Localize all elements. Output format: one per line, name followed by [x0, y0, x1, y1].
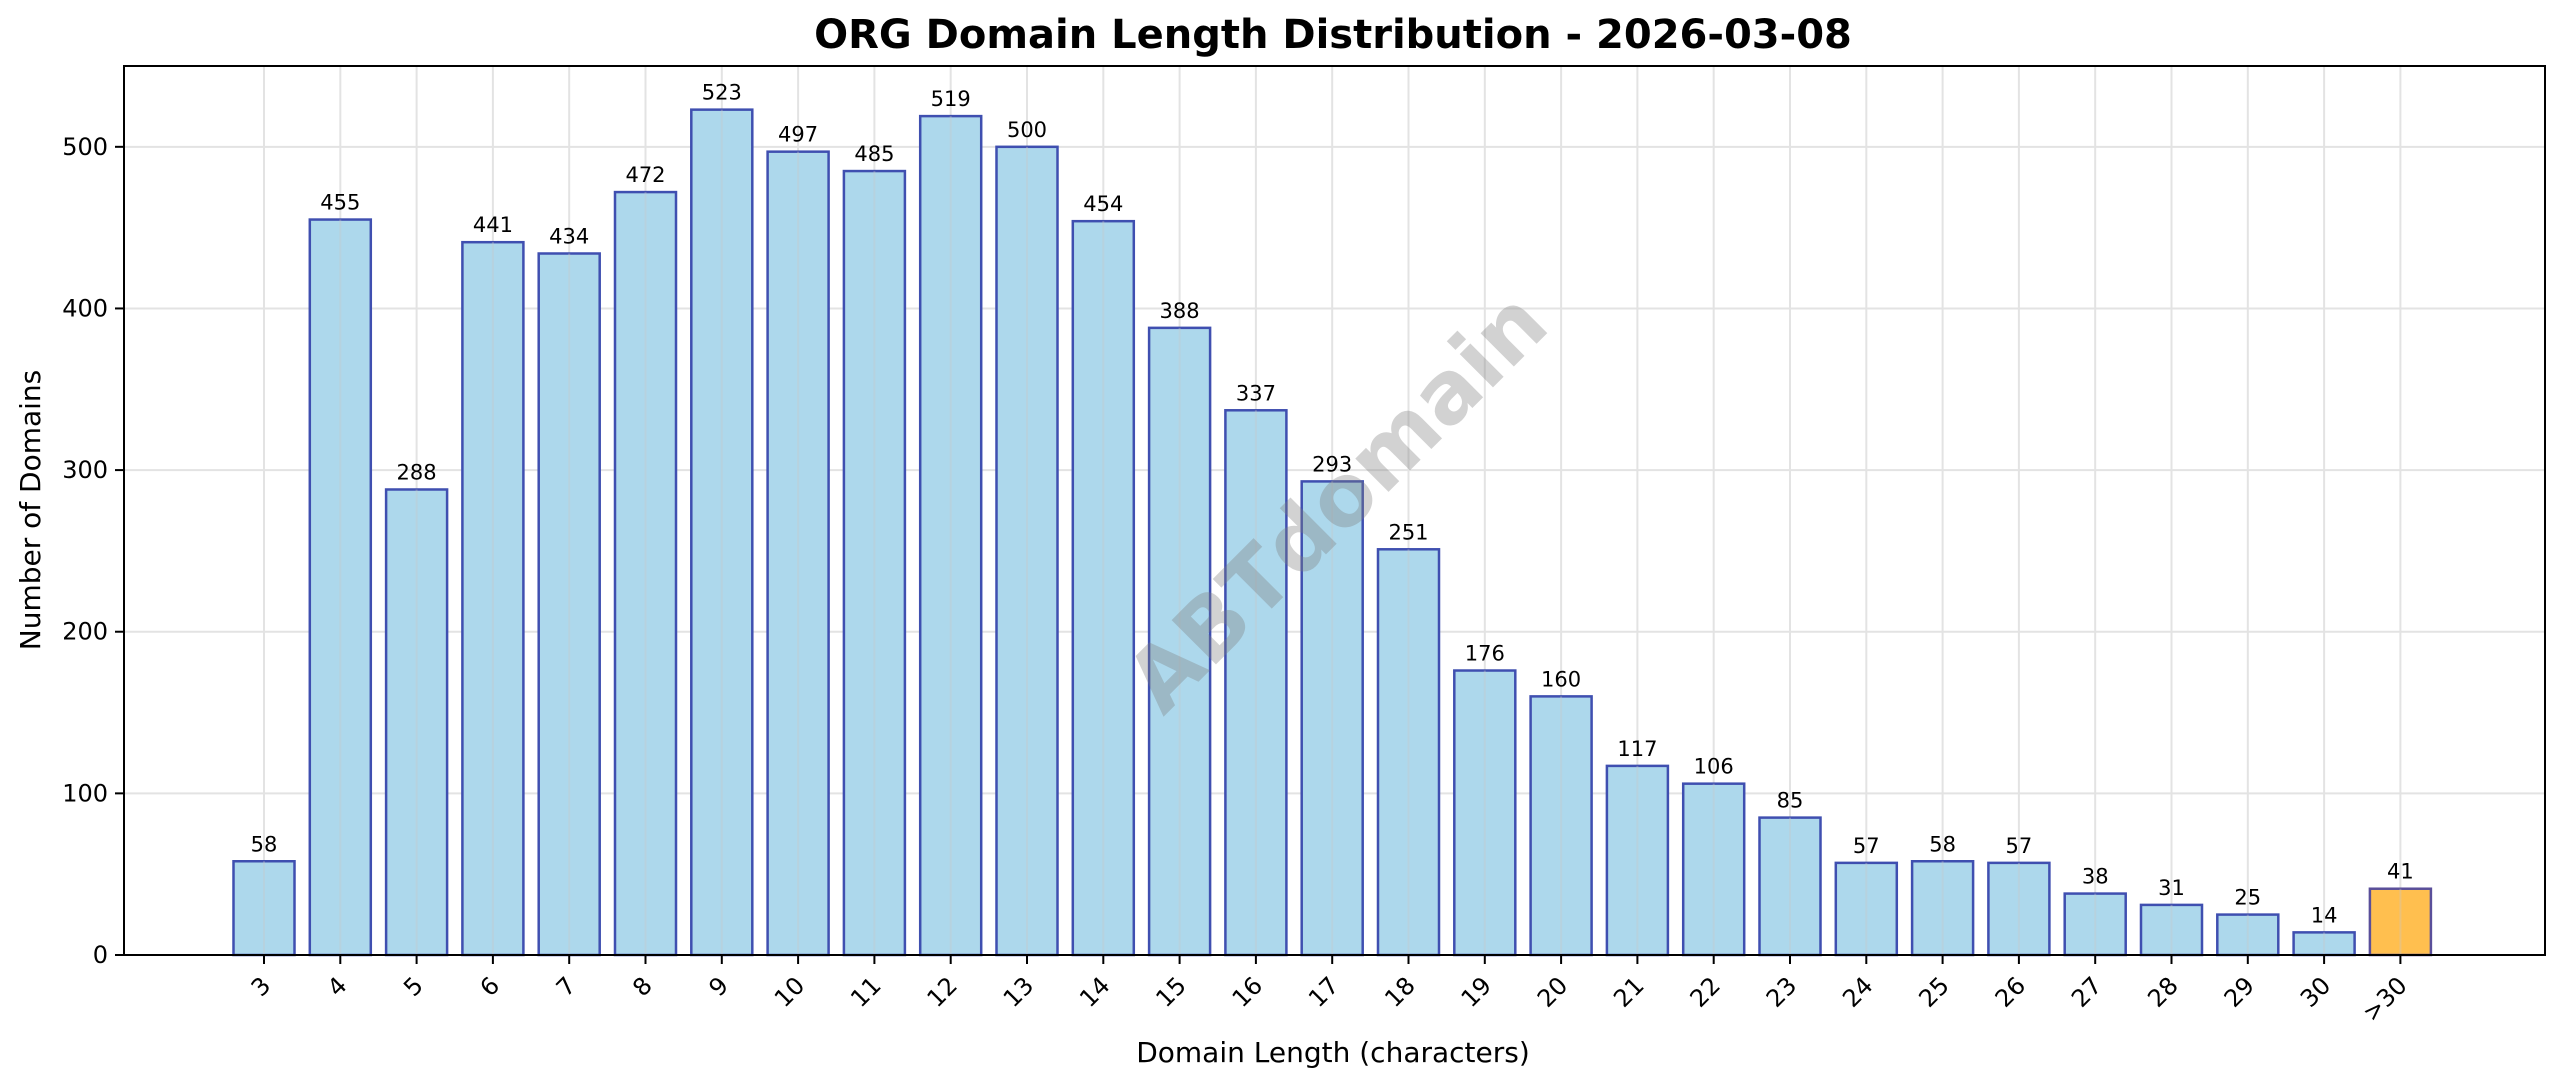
bar-7	[537, 252, 601, 957]
x-tick-label: 25	[1913, 971, 1954, 1012]
x-axis-label: Domain Length (characters)	[1136, 1036, 1530, 1069]
bar-9	[690, 108, 754, 957]
bar-value-label: 106	[1694, 755, 1734, 779]
bar-28	[2139, 903, 2204, 957]
y-tick-label: 300	[62, 456, 108, 484]
x-tick-label: 5	[398, 971, 429, 1002]
x-tick-label: 19	[1456, 971, 1497, 1012]
bar-20	[1529, 695, 1593, 957]
x-tick-label: 12	[922, 971, 963, 1012]
x-tick-label: 11	[845, 971, 886, 1012]
bar-14	[1071, 219, 1136, 957]
bar-10	[766, 150, 830, 957]
x-tick-label: 18	[1379, 971, 1420, 1012]
chart-title: ORG Domain Length Distribution - 2026-03…	[814, 12, 1852, 58]
bar-3	[232, 860, 296, 957]
bar-value-label: 14	[2311, 903, 2338, 927]
bar-value-label: 85	[1777, 789, 1804, 813]
x-tick-label: 13	[998, 971, 1039, 1012]
y-tick-label: 400	[62, 294, 108, 322]
x-tick-label: 3	[246, 971, 277, 1002]
x-tick-label: 20	[1532, 971, 1573, 1012]
bar-12	[918, 114, 983, 957]
x-tick-label: 28	[2142, 971, 2183, 1012]
bar-11	[842, 169, 907, 957]
bar-value-label: 293	[1312, 452, 1352, 476]
x-tick-label: 6	[475, 971, 506, 1002]
y-axis-ticks: 0 100 200 300 400 500	[62, 133, 124, 969]
x-tick-label: 9	[703, 971, 734, 1002]
bar-value-label: 388	[1160, 299, 1200, 323]
bar-value-label: 41	[2387, 860, 2414, 884]
bar-value-label: 497	[778, 123, 818, 147]
bar-value-label: 58	[1929, 832, 1956, 856]
bar-value-label: 288	[397, 460, 437, 484]
y-axis-label: Number of Domains	[14, 370, 47, 651]
bar-value-label: 337	[1236, 381, 1276, 405]
bar-value-label: 57	[1853, 834, 1880, 858]
bar-value-label: 485	[854, 142, 894, 166]
x-tick-label: 29	[2219, 971, 2260, 1012]
x-tick-label: 7	[551, 971, 582, 1002]
bar-value-label: 434	[549, 224, 589, 248]
bar-value-label: 58	[251, 832, 278, 856]
bar-24	[1834, 861, 1899, 957]
x-tick-label: 17	[1303, 971, 1344, 1012]
plot-area-frame	[123, 65, 2546, 956]
bar-8	[613, 190, 678, 957]
bar-value-label: 57	[2006, 834, 2033, 858]
bar-gt30	[2368, 887, 2433, 957]
bar-value-label: 176	[1465, 642, 1505, 666]
x-tick-label: 22	[1685, 971, 1726, 1012]
y-tick-label: 100	[62, 779, 108, 807]
bar-value-label: 455	[320, 191, 360, 215]
bar-19	[1453, 669, 1517, 957]
bar-27	[2063, 892, 2127, 957]
bar-value-label: 500	[1007, 118, 1047, 142]
x-tick-label: 21	[1608, 971, 1649, 1012]
bar-value-label: 441	[473, 213, 513, 237]
y-tick-label: 500	[62, 133, 108, 161]
y-tick-label: 0	[93, 941, 108, 969]
bar-17	[1300, 480, 1364, 957]
bar-value-label: 38	[2082, 865, 2109, 889]
bar-13	[995, 145, 1059, 957]
bar-21	[1605, 764, 1670, 957]
bar-6	[461, 240, 525, 957]
bar-value-label: 160	[1541, 667, 1581, 691]
x-axis-ticks: 3 4 5 6 7 8 9 10 11 12 13 14 15 16 17 18 19 20 21 22 23 24 25 2…	[246, 955, 2413, 1027]
x-tick-label: 24	[1837, 971, 1878, 1012]
bar-value-label: 117	[1617, 737, 1657, 761]
bar-value-label: 251	[1388, 520, 1428, 544]
x-tick-label: 4	[322, 971, 353, 1002]
bar-value-label: 523	[702, 81, 742, 105]
x-tick-label: 30	[2295, 971, 2336, 1012]
bar-value-label: 25	[2234, 886, 2261, 910]
bar-value-label: 31	[2158, 876, 2185, 900]
x-tick-label: 15	[1150, 971, 1191, 1012]
x-tick-label: 14	[1074, 971, 1115, 1012]
bar-value-label: 454	[1083, 192, 1123, 216]
x-tick-label: >30	[2357, 971, 2413, 1027]
x-tick-label: 10	[769, 971, 810, 1012]
bar-5	[384, 488, 449, 957]
x-tick-label: 26	[1990, 971, 2031, 1012]
y-tick-label: 200	[62, 618, 108, 646]
bar-value-label: 472	[625, 163, 665, 187]
x-tick-label: 8	[627, 971, 658, 1002]
x-tick-label: 27	[2066, 971, 2107, 1012]
bar-value-labels: 58 455 288 441 434 472 523 497 485 519 500 454 388 33…	[251, 81, 2414, 928]
bar-26	[1987, 861, 2051, 957]
x-tick-label: 23	[1761, 971, 1802, 1012]
bar-value-label: 519	[931, 87, 971, 111]
x-tick-label: 16	[1227, 971, 1268, 1012]
